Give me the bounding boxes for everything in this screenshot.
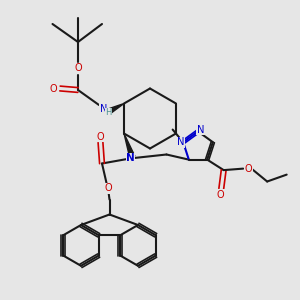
Text: N: N xyxy=(197,125,204,135)
Text: O: O xyxy=(217,190,224,200)
Polygon shape xyxy=(124,134,135,158)
Text: N: N xyxy=(177,137,184,147)
Text: O: O xyxy=(104,183,112,193)
Text: O: O xyxy=(96,131,104,142)
Text: N: N xyxy=(100,103,107,114)
Polygon shape xyxy=(107,103,124,114)
Text: N: N xyxy=(126,153,135,164)
Text: H: H xyxy=(105,108,112,117)
Text: O: O xyxy=(245,164,252,174)
Text: O: O xyxy=(74,63,82,74)
Text: O: O xyxy=(49,83,57,94)
